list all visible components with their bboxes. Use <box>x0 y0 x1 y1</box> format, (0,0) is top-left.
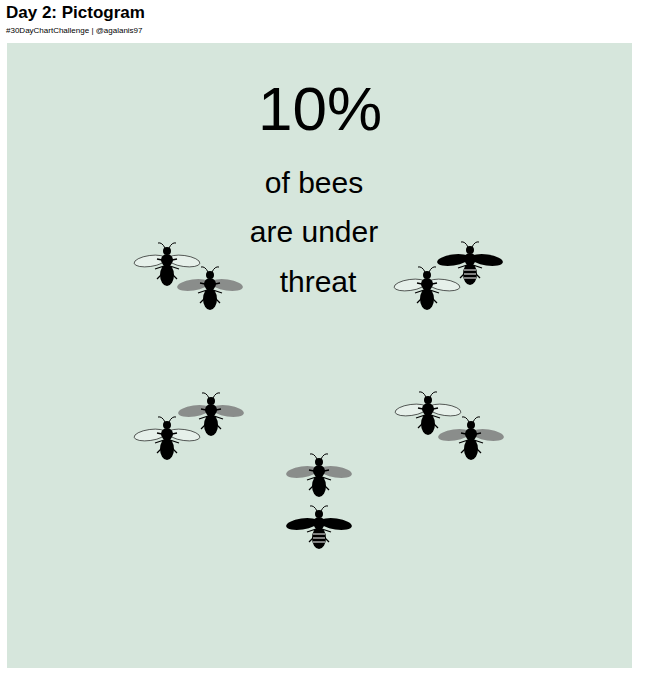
bee-abdomen <box>421 413 435 435</box>
annotation: threat <box>280 265 357 298</box>
bee-stripe <box>313 538 325 539</box>
bee-icon <box>437 417 504 460</box>
bees <box>133 242 504 549</box>
bee-icon <box>133 243 200 286</box>
bee-abdomen <box>463 263 477 285</box>
bee-stripe <box>464 278 476 279</box>
bee-head <box>163 421 171 429</box>
bee-antenna <box>158 417 165 422</box>
title: Day 2: Pictogram <box>6 3 145 22</box>
bee-antenna <box>213 393 220 398</box>
bee-icon <box>394 392 461 435</box>
chart: Day 2: Pictogram #30DayChartChallenge | @… <box>0 0 647 680</box>
annotation: of bees <box>265 166 363 199</box>
bee-abdomen <box>312 475 326 497</box>
bee-abdomen <box>160 264 174 286</box>
bee-head <box>466 246 474 254</box>
bee-antenna <box>158 243 165 248</box>
bee-abdomen <box>204 414 218 436</box>
bee-antenna <box>310 454 317 459</box>
bee-head <box>424 396 432 404</box>
bee-icon <box>133 417 200 460</box>
bee-head <box>207 397 215 405</box>
bee-antenna <box>419 392 426 397</box>
bee-abdomen <box>464 438 478 460</box>
bee-stripe <box>464 274 476 275</box>
bee-antenna <box>169 243 176 248</box>
bee-stripe <box>313 534 325 535</box>
panel-background <box>7 43 632 668</box>
bee-antenna <box>202 393 209 398</box>
bee-antenna <box>212 267 219 272</box>
bee-icon <box>285 506 352 549</box>
bee-abdomen <box>420 288 434 310</box>
bee-icon <box>285 454 352 497</box>
bee-head <box>163 247 171 255</box>
bee-head <box>315 510 323 518</box>
bee-antenna <box>472 242 479 247</box>
bee-antenna <box>461 242 468 247</box>
bee-antenna <box>310 506 317 511</box>
value-label: 10% <box>258 74 382 143</box>
bee-icon <box>177 393 244 436</box>
bee-icon <box>393 267 460 310</box>
bee-head <box>467 421 475 429</box>
bee-icon <box>176 267 243 310</box>
bee-antenna <box>169 417 176 422</box>
subtitle: #30DayChartChallenge | @agalanis97 <box>6 26 143 35</box>
bee-antenna <box>462 417 469 422</box>
bee-head <box>423 271 431 279</box>
bee-antenna <box>321 506 328 511</box>
bee-head <box>315 458 323 466</box>
bee-stripe <box>464 270 476 271</box>
bee-antenna <box>429 267 436 272</box>
bee-head <box>206 271 214 279</box>
bee-stripe <box>313 542 325 543</box>
bee-abdomen <box>160 438 174 460</box>
bee-antenna <box>418 267 425 272</box>
bee-icon <box>436 242 503 285</box>
bee-abdomen <box>312 527 326 549</box>
annotation: are under <box>250 215 378 248</box>
bee-abdomen <box>203 288 217 310</box>
bee-antenna <box>430 392 437 397</box>
bee-antenna <box>473 417 480 422</box>
bee-antenna <box>321 454 328 459</box>
bee-antenna <box>201 267 208 272</box>
